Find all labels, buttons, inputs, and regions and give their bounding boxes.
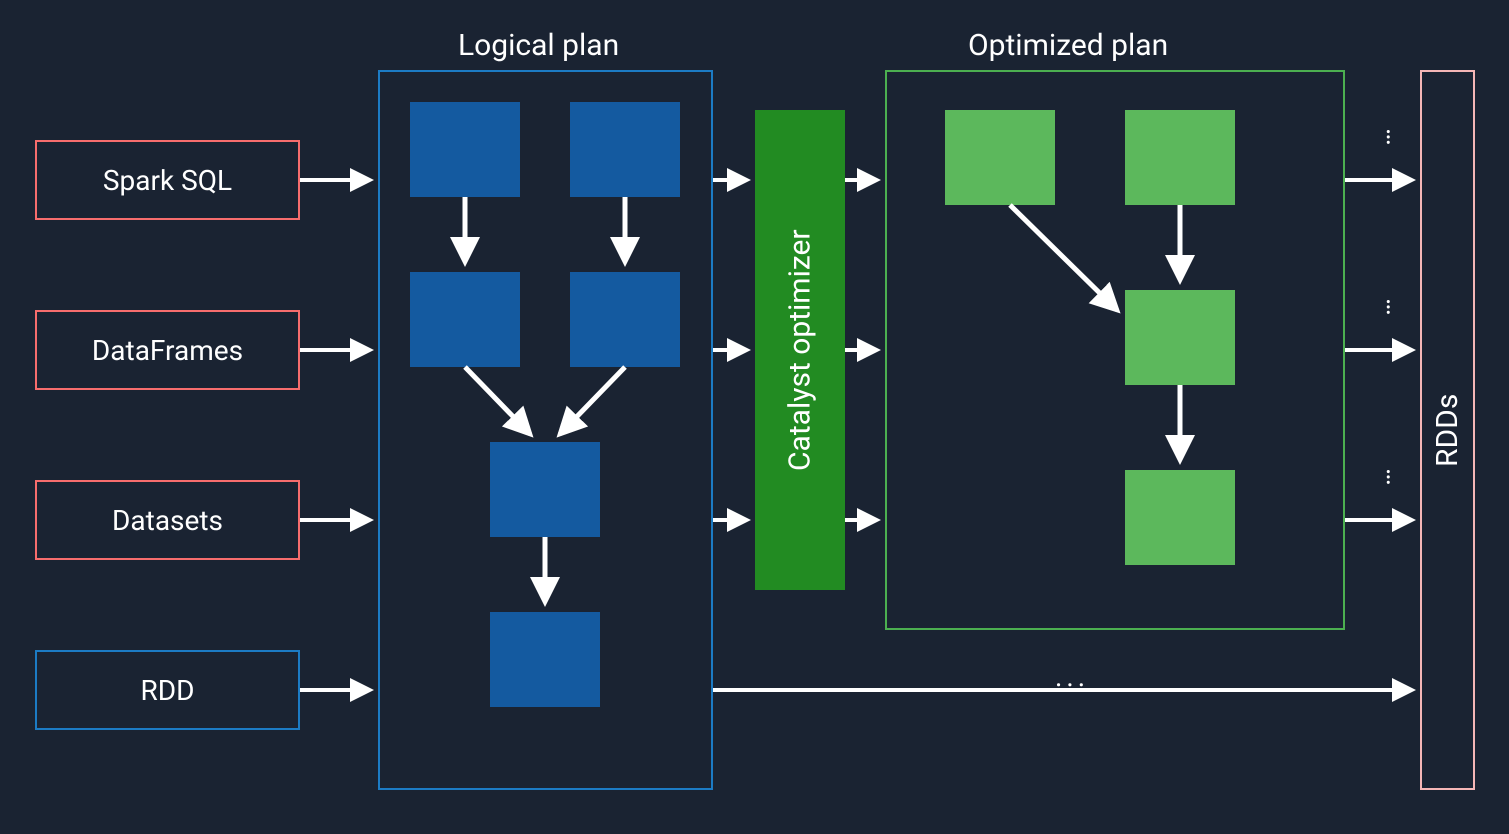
input-spark-sql: Spark SQL [35, 140, 300, 220]
diagram-stage: Logical plan Optimized plan Spark SQL Da… [0, 0, 1509, 834]
input-datasets: Datasets [35, 480, 300, 560]
lp-node-4 [570, 272, 680, 367]
ellipsis-2: ... [1380, 298, 1413, 314]
op-node-3 [1125, 290, 1235, 385]
input-dataframes: DataFrames [35, 310, 300, 390]
lp-node-3 [410, 272, 520, 367]
op-node-2 [1125, 110, 1235, 205]
input-rdd: RDD [35, 650, 300, 730]
op-node-4 [1125, 470, 1235, 565]
ellipsis-1: ... [1380, 128, 1413, 144]
logical-plan-title: Logical plan [458, 28, 619, 63]
ellipsis-3: ... [1380, 468, 1413, 484]
catalyst-label: Catalyst optimizer [755, 110, 845, 590]
lp-node-6 [490, 612, 600, 707]
lp-node-1 [410, 102, 520, 197]
op-node-1 [945, 110, 1055, 205]
lp-node-2 [570, 102, 680, 197]
lp-node-5 [490, 442, 600, 537]
rdds-output: RDDs [1420, 70, 1475, 790]
optimized-plan-title: Optimized plan [968, 28, 1168, 63]
ellipsis-4: ... [1055, 660, 1089, 693]
rdds-label: RDDs [1422, 72, 1473, 788]
catalyst-optimizer: Catalyst optimizer [755, 110, 845, 590]
